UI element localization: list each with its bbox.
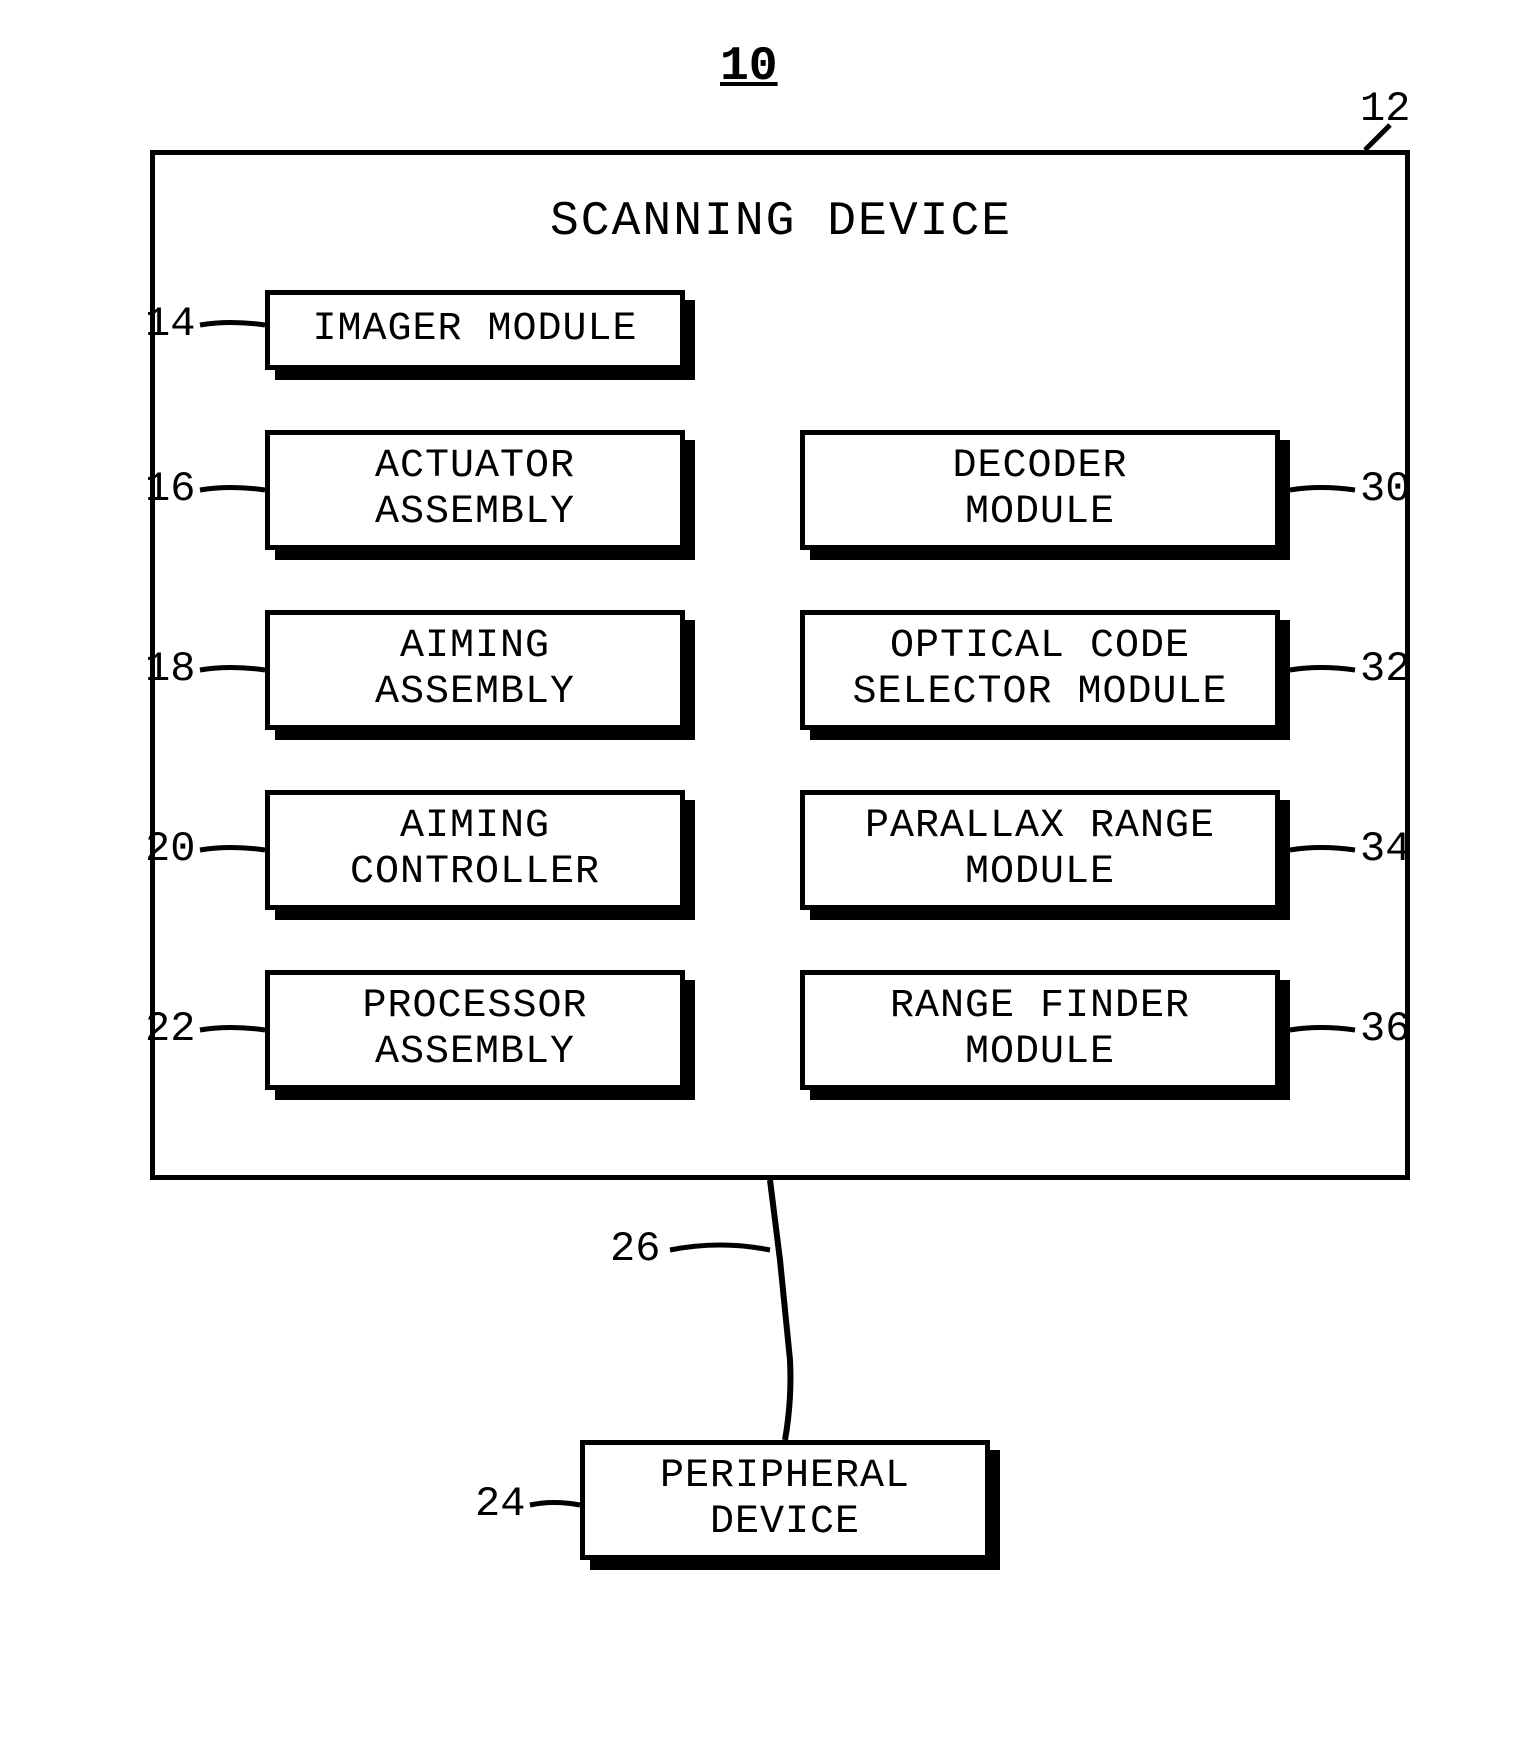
ref-16: 16 [145,465,195,513]
connection-line-26 [700,1180,820,1445]
parallax-range-module: PARALLAX RANGE MODULE [800,790,1280,910]
ref-20: 20 [145,825,195,873]
ref-32: 32 [1360,645,1410,693]
peripheral-device: PERIPHERAL DEVICE [580,1440,990,1560]
leader-32 [1285,655,1360,685]
ref-36: 36 [1360,1005,1410,1053]
leader-24 [525,1490,585,1520]
scanning-device-title: SCANNING DEVICE [550,195,1012,249]
leader-20 [195,835,270,865]
ref-14: 14 [145,300,195,348]
aiming-assembly: AIMING ASSEMBLY [265,610,685,730]
ref-18: 18 [145,645,195,693]
leader-26 [665,1235,775,1265]
leader-30 [1285,475,1360,505]
leader-22 [195,1015,270,1045]
ref-22: 22 [145,1005,195,1053]
leader-36 [1285,1015,1360,1045]
ref-30: 30 [1360,465,1410,513]
actuator-assembly: ACTUATOR ASSEMBLY [265,430,685,550]
leader-14 [195,310,270,340]
imager-module: IMAGER MODULE [265,290,685,370]
figure-number: 10 [720,40,778,94]
decoder-module: DECODER MODULE [800,430,1280,550]
ref-26: 26 [610,1225,660,1273]
leader-34 [1285,835,1360,865]
processor-assembly: PROCESSOR ASSEMBLY [265,970,685,1090]
leader-18 [195,655,270,685]
block-diagram: 10 12 SCANNING DEVICE IMAGER MODULE 14 A… [0,0,1540,1764]
optical-code-selector: OPTICAL CODE SELECTOR MODULE [800,610,1280,730]
aiming-controller: AIMING CONTROLLER [265,790,685,910]
leader-16 [195,475,270,505]
ref-34: 34 [1360,825,1410,873]
range-finder-module: RANGE FINDER MODULE [800,970,1280,1090]
ref-24: 24 [475,1480,525,1528]
